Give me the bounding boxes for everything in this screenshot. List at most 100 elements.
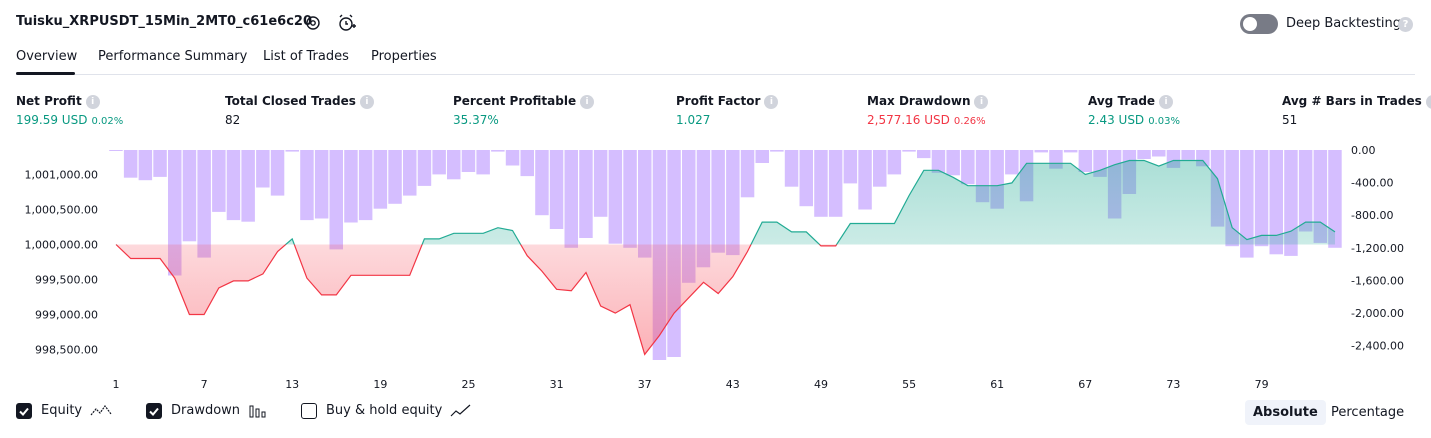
drawdown-bar — [314, 150, 329, 219]
drawdown-bar — [593, 150, 608, 217]
drawdown-bar — [931, 150, 946, 173]
legend-drawdown-toggle[interactable]: Drawdown — [146, 403, 270, 419]
drawdown-bar — [814, 150, 828, 217]
drawdown-bar — [447, 150, 461, 180]
drawdown-bar — [491, 150, 505, 152]
info-icon[interactable]: i — [1159, 94, 1174, 109]
x-axis-tick-label: 19 — [373, 378, 387, 390]
drawdown-bar — [1240, 150, 1254, 258]
left-axis: 1,001,000.00 1,000,500.00 1,000,000.00 999,… — [25, 169, 98, 357]
drawdown-bar — [873, 150, 887, 187]
legend-equity-toggle[interactable]: Equity — [16, 403, 112, 419]
legend-buy-hold-toggle[interactable]: Buy & hold equity — [301, 403, 472, 419]
drawdown-bar — [770, 150, 784, 152]
buy-hold-line-icon — [451, 404, 471, 416]
drawdown-bar — [549, 150, 564, 229]
drawdown-bar — [432, 150, 446, 175]
metric-total-closed-trades-value: 82 — [225, 113, 241, 127]
strategy-title: Tuisku_XRPUSDT_15Min_2MT0_c61e6c20 — [16, 14, 313, 29]
equity-drawdown-chart[interactable]: 1,001,000.00 1,000,500.00 1,000,000.00 999,… — [0, 140, 1431, 390]
right-axis: 0.00 -400.00 -800.00 -1,200.00 -1,600.00 -2,0… — [1351, 144, 1404, 353]
tab-list-of-trades[interactable]: List of Trades — [263, 49, 349, 64]
drawdown-bar — [608, 150, 623, 244]
drawdown-bar — [579, 150, 593, 238]
metric-net-profit-value: 199.59 USD 0.02% — [16, 113, 124, 127]
settings-icon[interactable] — [303, 13, 323, 33]
tab-properties[interactable]: Properties — [371, 49, 437, 64]
equity-line-icon — [90, 404, 112, 415]
x-axis-tick-label: 1 — [113, 378, 120, 390]
x-axis: 1 7 13 19 25 31 37 43 49 55 61 67 73 79 — [113, 378, 1269, 390]
left-axis-tick-label: 999,500.00 — [35, 274, 98, 287]
right-axis-tick-label: -2,000.00 — [1351, 307, 1404, 320]
right-axis-tick-label: -1,600.00 — [1351, 274, 1404, 287]
x-axis-tick-label: 73 — [1166, 378, 1180, 390]
legend-drawdown-label: Drawdown — [171, 403, 241, 418]
checkbox-buy-hold[interactable] — [301, 403, 317, 419]
add-alert-icon[interactable] — [337, 13, 357, 33]
drawdown-bar — [1269, 150, 1283, 255]
drawdown-bar — [123, 150, 138, 178]
percentage-button[interactable]: Percentage — [1331, 405, 1405, 420]
right-axis-tick-label: -1,200.00 — [1351, 242, 1404, 255]
info-icon[interactable]: i — [85, 94, 100, 109]
info-icon[interactable]: i — [974, 94, 989, 109]
drawdown-bar — [300, 150, 314, 221]
drawdown-bar — [1005, 150, 1019, 175]
x-axis-tick-label: 31 — [550, 378, 564, 390]
info-icon[interactable]: i — [764, 94, 779, 109]
info-icon[interactable]: i — [1425, 94, 1431, 109]
drawdown-bar — [740, 150, 755, 198]
drawdown-bar — [358, 150, 373, 221]
drawdown-bars-icon — [249, 405, 266, 417]
drawdown-bar — [535, 150, 549, 216]
drawdown-bar — [476, 150, 490, 175]
drawdown-bar — [138, 150, 153, 181]
left-axis-tick-label: 1,000,000.00 — [25, 239, 98, 252]
drawdown-bar — [946, 150, 960, 176]
x-axis-tick-label: 7 — [201, 378, 208, 390]
metric-net-profit-label: Net Profit i — [16, 94, 100, 109]
drawdown-bar — [388, 150, 402, 204]
drawdown-bar — [285, 150, 299, 152]
x-axis-tick-label: 49 — [814, 378, 828, 390]
tab-overview[interactable]: Overview — [16, 49, 78, 64]
deep-backtesting-toggle[interactable] — [1240, 14, 1278, 34]
drawdown-bar — [1063, 150, 1078, 153]
drawdown-bar — [961, 150, 975, 185]
help-icon[interactable]: ? — [1398, 17, 1413, 32]
drawdown-bar — [1313, 150, 1328, 243]
drawdown-bar — [461, 150, 476, 172]
metric-avg-bars-value: 51 — [1282, 113, 1298, 127]
left-axis-tick-label: 998,500.00 — [35, 344, 98, 357]
tab-performance-summary[interactable]: Performance Summary — [98, 49, 248, 64]
drawdown-bar — [711, 150, 725, 253]
metric-percent-profitable-label: Percent Profitable i — [453, 94, 595, 109]
legend-equity-label: Equity — [41, 403, 83, 418]
right-axis-tick-label: -400.00 — [1351, 177, 1393, 190]
info-icon[interactable]: i — [580, 94, 595, 109]
absolute-button[interactable]: Absolute — [1245, 400, 1326, 425]
checkbox-equity[interactable] — [16, 403, 32, 419]
drawdown-bar — [270, 150, 285, 196]
metric-profit-factor-value: 1.027 — [676, 113, 711, 127]
metric-percent-profitable-value: 35.37% — [453, 113, 499, 127]
checkbox-drawdown[interactable] — [146, 403, 162, 419]
x-axis-tick-label: 67 — [1078, 378, 1092, 390]
metric-total-closed-trades-label: Total Closed Trades i — [225, 94, 374, 109]
drawdown-bar — [520, 150, 534, 177]
drawdown-bar — [696, 150, 711, 268]
right-axis-tick-label: -2,400.00 — [1351, 340, 1404, 353]
drawdown-bar — [403, 150, 417, 196]
equity-area-positive — [116, 160, 1335, 245]
drawdown-bar — [1328, 150, 1342, 248]
x-axis-tick-label: 25 — [462, 378, 476, 390]
x-axis-tick-label: 55 — [902, 378, 916, 390]
active-tab-indicator — [16, 72, 75, 75]
drawdown-bar — [182, 150, 197, 242]
x-axis-tick-label: 13 — [285, 378, 299, 390]
drawdown-bar — [902, 150, 916, 152]
metric-avg-trade-value: 2.43 USD 0.03% — [1088, 113, 1180, 127]
info-icon[interactable]: i — [359, 94, 374, 109]
